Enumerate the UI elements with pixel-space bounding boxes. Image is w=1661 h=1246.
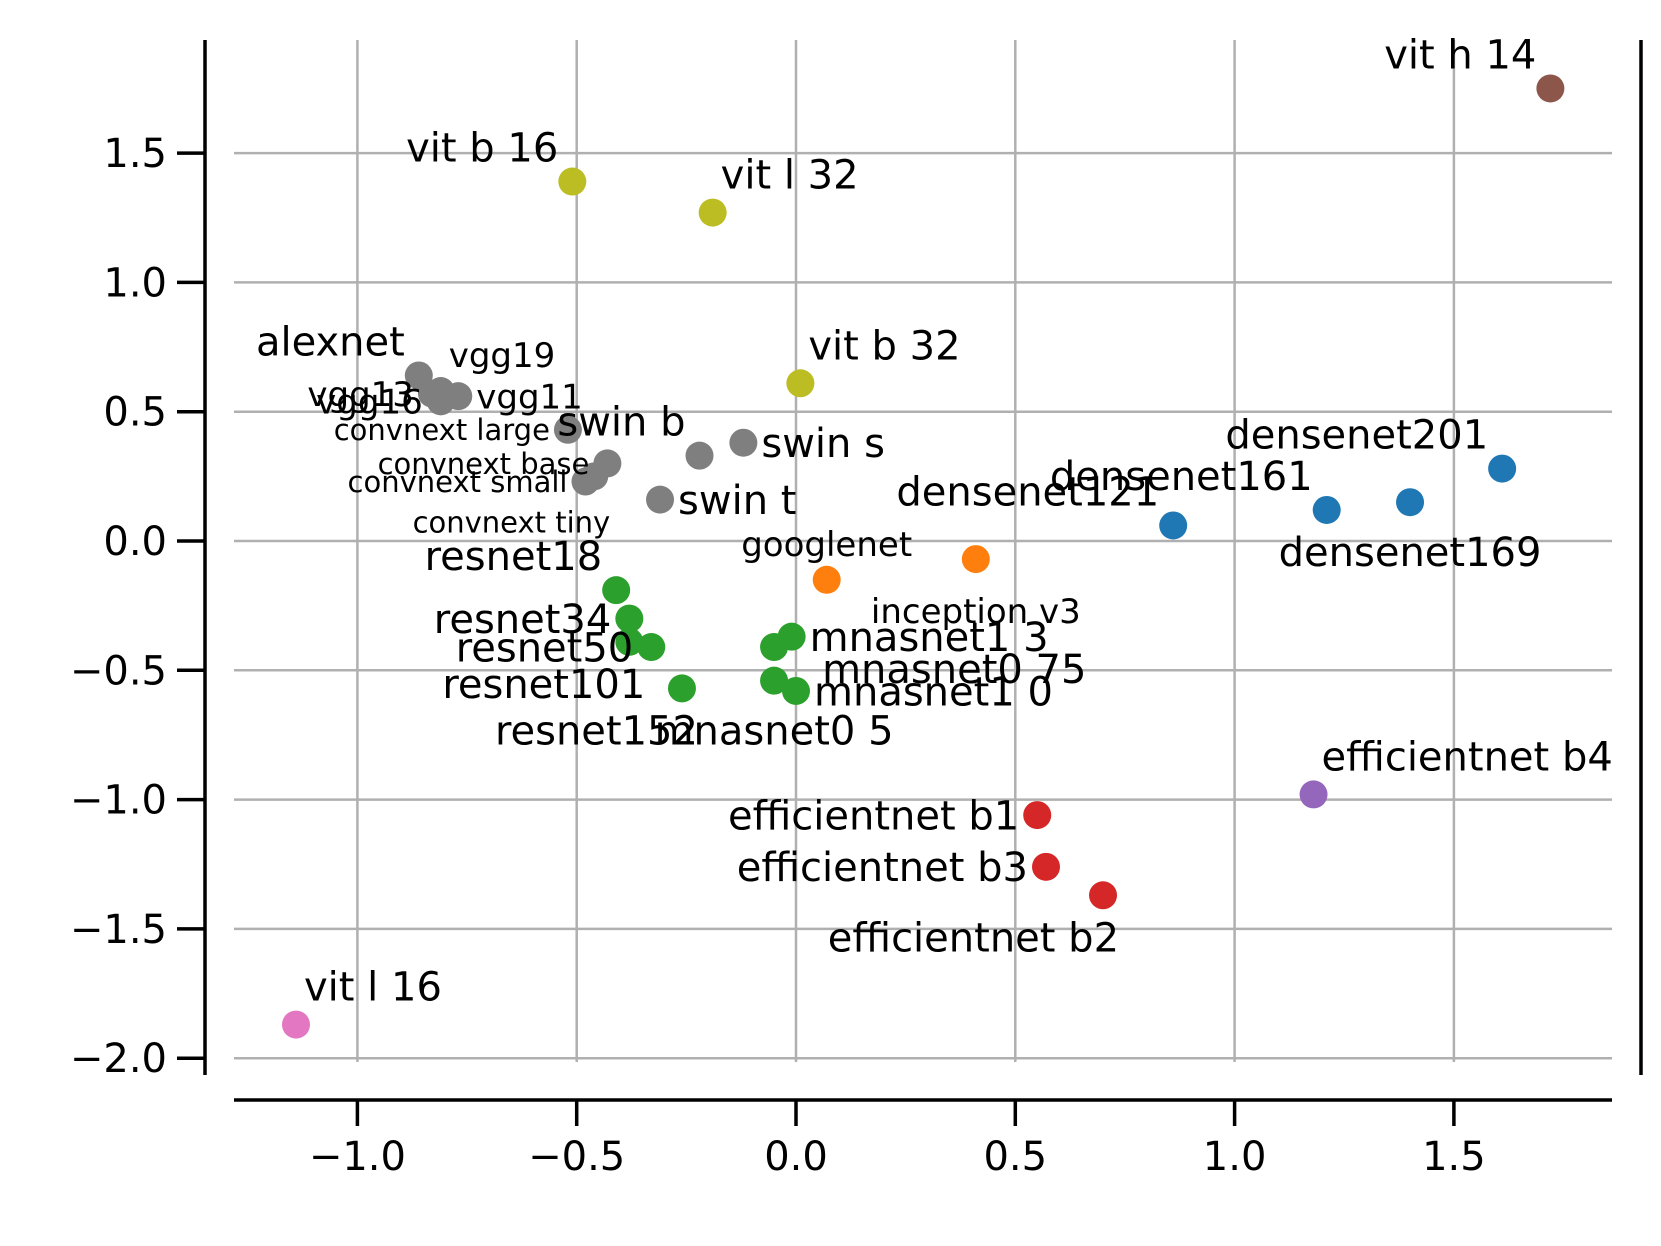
point-label-resnet50: resnet50 [456, 625, 634, 671]
point-label-efficientnet-b2: efficientnet b2 [828, 915, 1119, 961]
point-label-resnet152: resnet152 [495, 708, 698, 754]
x-tick-label: −1.0 [309, 1134, 406, 1180]
point-vit-l-32 [698, 198, 727, 227]
point-mnasnet0-75 [760, 633, 789, 662]
point-densenet201 [1488, 454, 1517, 483]
point-swin-s [729, 428, 758, 457]
x-tick-label: 1.5 [1422, 1134, 1486, 1180]
point-label-swin-t: swin t [678, 478, 796, 524]
point-label-efficientnet-b4: efficientnet b4 [1322, 734, 1613, 780]
point-label-efficientnet-b1: efficientnet b1 [728, 794, 1019, 840]
label-layer: vit h 14 vit b 16 vit l 32 vit b 32 vit l 16… [256, 32, 1613, 1010]
point-resnet18 [602, 576, 631, 605]
x-tick-label: −0.5 [528, 1134, 625, 1180]
point-label-vgg16: vgg16 [316, 383, 423, 423]
point-label-vgg19: vgg19 [449, 336, 556, 376]
point-vit-h-14 [1536, 74, 1565, 103]
y-tick-label: −1.0 [70, 778, 167, 824]
point-resnet152 [667, 674, 696, 703]
y-tick-label: −1.5 [70, 907, 167, 953]
x-tick-label: 1.0 [1203, 1134, 1267, 1180]
point-label-convnext-small: convnext small [348, 465, 568, 499]
point-label-densenet161: densenet161 [1050, 454, 1313, 500]
point-label-mnasnet1-3: mnasnet1 3 [810, 615, 1049, 661]
point-label-vit-l-16: vit l 16 [304, 965, 442, 1011]
y-tick-label: 0.5 [103, 390, 167, 436]
point-inception-v3 [961, 545, 990, 574]
point-label-inception-v3: inception v3 [871, 592, 1081, 632]
point-label-resnet101: resnet101 [442, 662, 645, 708]
y-tick-label: 1.5 [103, 131, 167, 177]
point-label-convnext-base: convnext base [378, 447, 590, 481]
point-label-efficientnet-b3: efficientnet b3 [737, 845, 1028, 891]
point-vit-b-32 [786, 369, 815, 398]
point-convnext-large [553, 415, 582, 444]
point-label-vgg13: vgg13 [307, 375, 414, 415]
x-tick-label: 0.0 [764, 1134, 828, 1180]
point-label-densenet201: densenet201 [1225, 413, 1488, 459]
point-label-swin-s: swin s [761, 421, 885, 467]
point-swin-b [685, 441, 714, 470]
point-resnet101 [615, 627, 644, 656]
y-tick-label: 1.0 [103, 260, 167, 306]
point-label-convnext-large: convnext large [334, 413, 550, 447]
point-densenet169 [1396, 488, 1425, 517]
point-label-convnext-tiny: convnext tiny [413, 505, 611, 539]
x-tick-label: 0.5 [983, 1134, 1047, 1180]
point-label-densenet121: densenet121 [896, 469, 1159, 515]
point-efficientnet-b4 [1299, 780, 1328, 809]
point-label-swin-b: swin b [557, 400, 685, 446]
point-swin-t [646, 485, 675, 514]
point-vgg16 [426, 387, 455, 416]
point-layer [281, 74, 1565, 1039]
point-label-densenet169: densenet169 [1279, 530, 1542, 576]
y-tick-label: −2.0 [70, 1036, 167, 1082]
point-mnasnet0-5 [760, 666, 789, 695]
point-label-vit-b-16: vit b 16 [406, 126, 558, 172]
y-tick-label: −0.5 [70, 648, 167, 694]
point-mnasnet1-0 [782, 676, 810, 705]
point-label-vit-b-32: vit b 32 [808, 323, 960, 369]
point-label-resnet34: resnet34 [434, 597, 612, 643]
point-label-vit-l-32: vit l 32 [721, 153, 859, 199]
point-resnet50 [637, 633, 666, 662]
point-efficientnet-b2 [1089, 881, 1118, 910]
point-efficientnet-b3 [1032, 852, 1061, 881]
point-label-resnet18: resnet18 [425, 534, 603, 580]
point-densenet161 [1312, 495, 1341, 524]
grid-layer [234, 40, 1612, 1062]
point-efficientnet-b1 [1023, 801, 1052, 830]
point-convnext-tiny [580, 462, 609, 491]
point-label-googlenet: googlenet [741, 525, 912, 565]
point-label-mnasnet1-0: mnasnet1 0 [814, 669, 1053, 715]
axis-layer: −2.0 −1.5 −1.0 −0.5 0.0 0.5 1.0 1.5 −1.0 −0.5 0.0 0… [70, 40, 1643, 1180]
point-label-mnasnet0-5: mnasnet0 5 [655, 709, 894, 755]
point-resnet34 [615, 604, 644, 633]
point-vit-b-16 [558, 167, 587, 196]
point-label-vgg11: vgg11 [476, 377, 583, 417]
point-googlenet [812, 565, 841, 594]
point-densenet121 [1159, 511, 1188, 540]
point-label-vit-h-14: vit h 14 [1384, 32, 1536, 78]
point-label-mnasnet0-75: mnasnet0 75 [822, 647, 1086, 693]
point-vit-l-16 [281, 1010, 310, 1039]
y-tick-label: 0.0 [103, 519, 167, 565]
point-label-alexnet: alexnet [256, 319, 405, 365]
